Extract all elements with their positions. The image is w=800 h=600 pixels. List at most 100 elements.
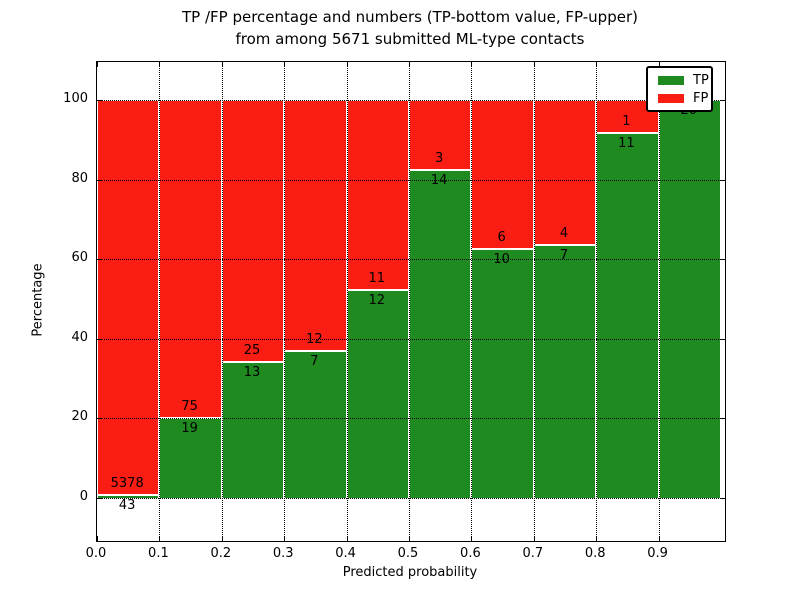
bar-tp-segment xyxy=(658,100,721,498)
fp-color-swatch xyxy=(657,92,685,104)
x-tick-bottom xyxy=(221,536,223,541)
gridline-v-0.7 xyxy=(533,62,535,541)
fp-count-label: 75 xyxy=(181,398,198,414)
tp-count-label: 7 xyxy=(559,247,569,263)
x-tick-label: 0.7 xyxy=(522,546,544,561)
gridline-h-60 xyxy=(97,259,725,261)
fp-count-label: 12 xyxy=(306,332,323,348)
y-tick-right xyxy=(720,100,725,101)
bar-fp-segment xyxy=(533,100,597,245)
tp-color-swatch xyxy=(657,74,685,86)
legend: TP FP xyxy=(646,66,713,112)
fp-count-label: 6 xyxy=(497,230,506,246)
gridline-h-0 xyxy=(97,498,725,499)
x-tick-label: 0.2 xyxy=(210,546,232,561)
plot-area xyxy=(96,61,726,542)
y-tick-label: 60 xyxy=(71,250,88,266)
bar-fp-segment xyxy=(346,100,409,291)
tp-count-label: 19 xyxy=(181,420,198,436)
tp-count-label: 10 xyxy=(493,252,510,268)
fp-count-label: 1 xyxy=(622,114,631,130)
bar-fp-segment xyxy=(471,100,534,250)
bar-tp-segment xyxy=(533,244,597,498)
x-tick-top xyxy=(221,62,223,67)
y-tick-left xyxy=(97,498,102,499)
x-tick-top xyxy=(471,62,473,67)
y-tick-label: 100 xyxy=(63,91,88,106)
y-tick-right xyxy=(720,338,725,340)
y-tick-right xyxy=(720,418,725,420)
bar-tp-segment xyxy=(284,351,347,498)
tp-count-label: 14 xyxy=(430,173,448,189)
x-tick-top xyxy=(658,62,660,67)
bar-tp-segment xyxy=(221,361,285,498)
gridline-v-0.2 xyxy=(221,62,223,541)
y-tick-label: 20 xyxy=(71,409,88,425)
x-tick-label: 0.3 xyxy=(272,546,294,561)
chart-title-line2: from among 5671 submitted ML-type contac… xyxy=(235,30,585,48)
gridline-v-0.4 xyxy=(346,62,348,541)
x-tick-label: 0.6 xyxy=(460,546,481,561)
legend-label-tp: TP xyxy=(693,72,709,88)
x-tick-top xyxy=(346,62,348,67)
y-tick-right xyxy=(720,179,725,181)
tp-count-label: 43 xyxy=(118,497,136,513)
gridline-v-0.1 xyxy=(159,62,161,541)
gridline-v-0.9 xyxy=(658,62,660,541)
gridline-v-0.5 xyxy=(409,62,410,541)
x-tick-top xyxy=(284,62,286,67)
x-tick-top xyxy=(97,62,98,67)
fp-count-label: 11 xyxy=(368,271,386,287)
x-tick-top xyxy=(409,62,410,67)
bar-tp-segment xyxy=(97,494,160,498)
y-tick-left xyxy=(97,418,102,420)
fp-count-label: 5378 xyxy=(110,475,144,491)
bar-fp-segment xyxy=(159,100,222,418)
y-tick-left xyxy=(97,259,102,261)
gridline-h-20 xyxy=(97,418,725,420)
fp-count-label: 25 xyxy=(243,342,261,358)
tp-count-label: 11 xyxy=(618,136,635,152)
gridline-h-100 xyxy=(97,100,725,101)
bar-fp-segment xyxy=(97,100,160,495)
x-tick-label: 0.9 xyxy=(647,546,668,561)
x-axis-label: Predicted probability xyxy=(342,565,478,580)
x-tick-bottom xyxy=(658,536,660,541)
x-tick-top xyxy=(533,62,535,67)
x-tick-label: 0.0 xyxy=(85,546,107,561)
bar-fp-segment xyxy=(221,100,285,362)
legend-label-fp: FP xyxy=(693,90,709,106)
x-tick-bottom xyxy=(159,536,161,541)
x-tick-bottom xyxy=(284,536,286,541)
tp-count-label: 7 xyxy=(310,354,319,370)
gridline-v-0.3 xyxy=(284,62,286,541)
y-tick-label: 80 xyxy=(71,170,88,186)
bar-tp-segment xyxy=(346,290,409,498)
fp-count-label: 3 xyxy=(435,151,444,167)
gridline-h-40 xyxy=(97,338,725,340)
x-tick-label: 0.1 xyxy=(148,546,169,561)
bar-tp-segment xyxy=(471,249,534,498)
x-tick-bottom xyxy=(533,536,535,541)
legend-entry-fp: FP xyxy=(657,92,711,105)
y-axis-label: Percentage xyxy=(30,263,46,337)
chart-title: TP /FP percentage and numbers (TP-bottom… xyxy=(96,6,724,50)
x-tick-top xyxy=(596,62,598,67)
y-tick-right xyxy=(720,259,725,261)
chart-title-line1: TP /FP percentage and numbers (TP-bottom… xyxy=(182,8,638,26)
x-tick-label: 0.4 xyxy=(335,546,356,561)
y-tick-left xyxy=(97,179,102,181)
bar-tp-segment xyxy=(596,133,659,498)
bar-tp-segment xyxy=(409,170,472,498)
legend-entry-tp: TP xyxy=(657,74,711,87)
y-tick-left xyxy=(97,100,102,101)
x-tick-bottom xyxy=(346,536,348,541)
gridline-v-0.6 xyxy=(471,62,473,541)
fp-count-label: 4 xyxy=(559,225,569,241)
tp-count-label: 13 xyxy=(243,364,261,380)
bar-fp-segment xyxy=(284,100,347,352)
tp-count-label: 12 xyxy=(368,293,386,309)
x-tick-top xyxy=(159,62,161,67)
x-tick-bottom xyxy=(97,536,98,541)
